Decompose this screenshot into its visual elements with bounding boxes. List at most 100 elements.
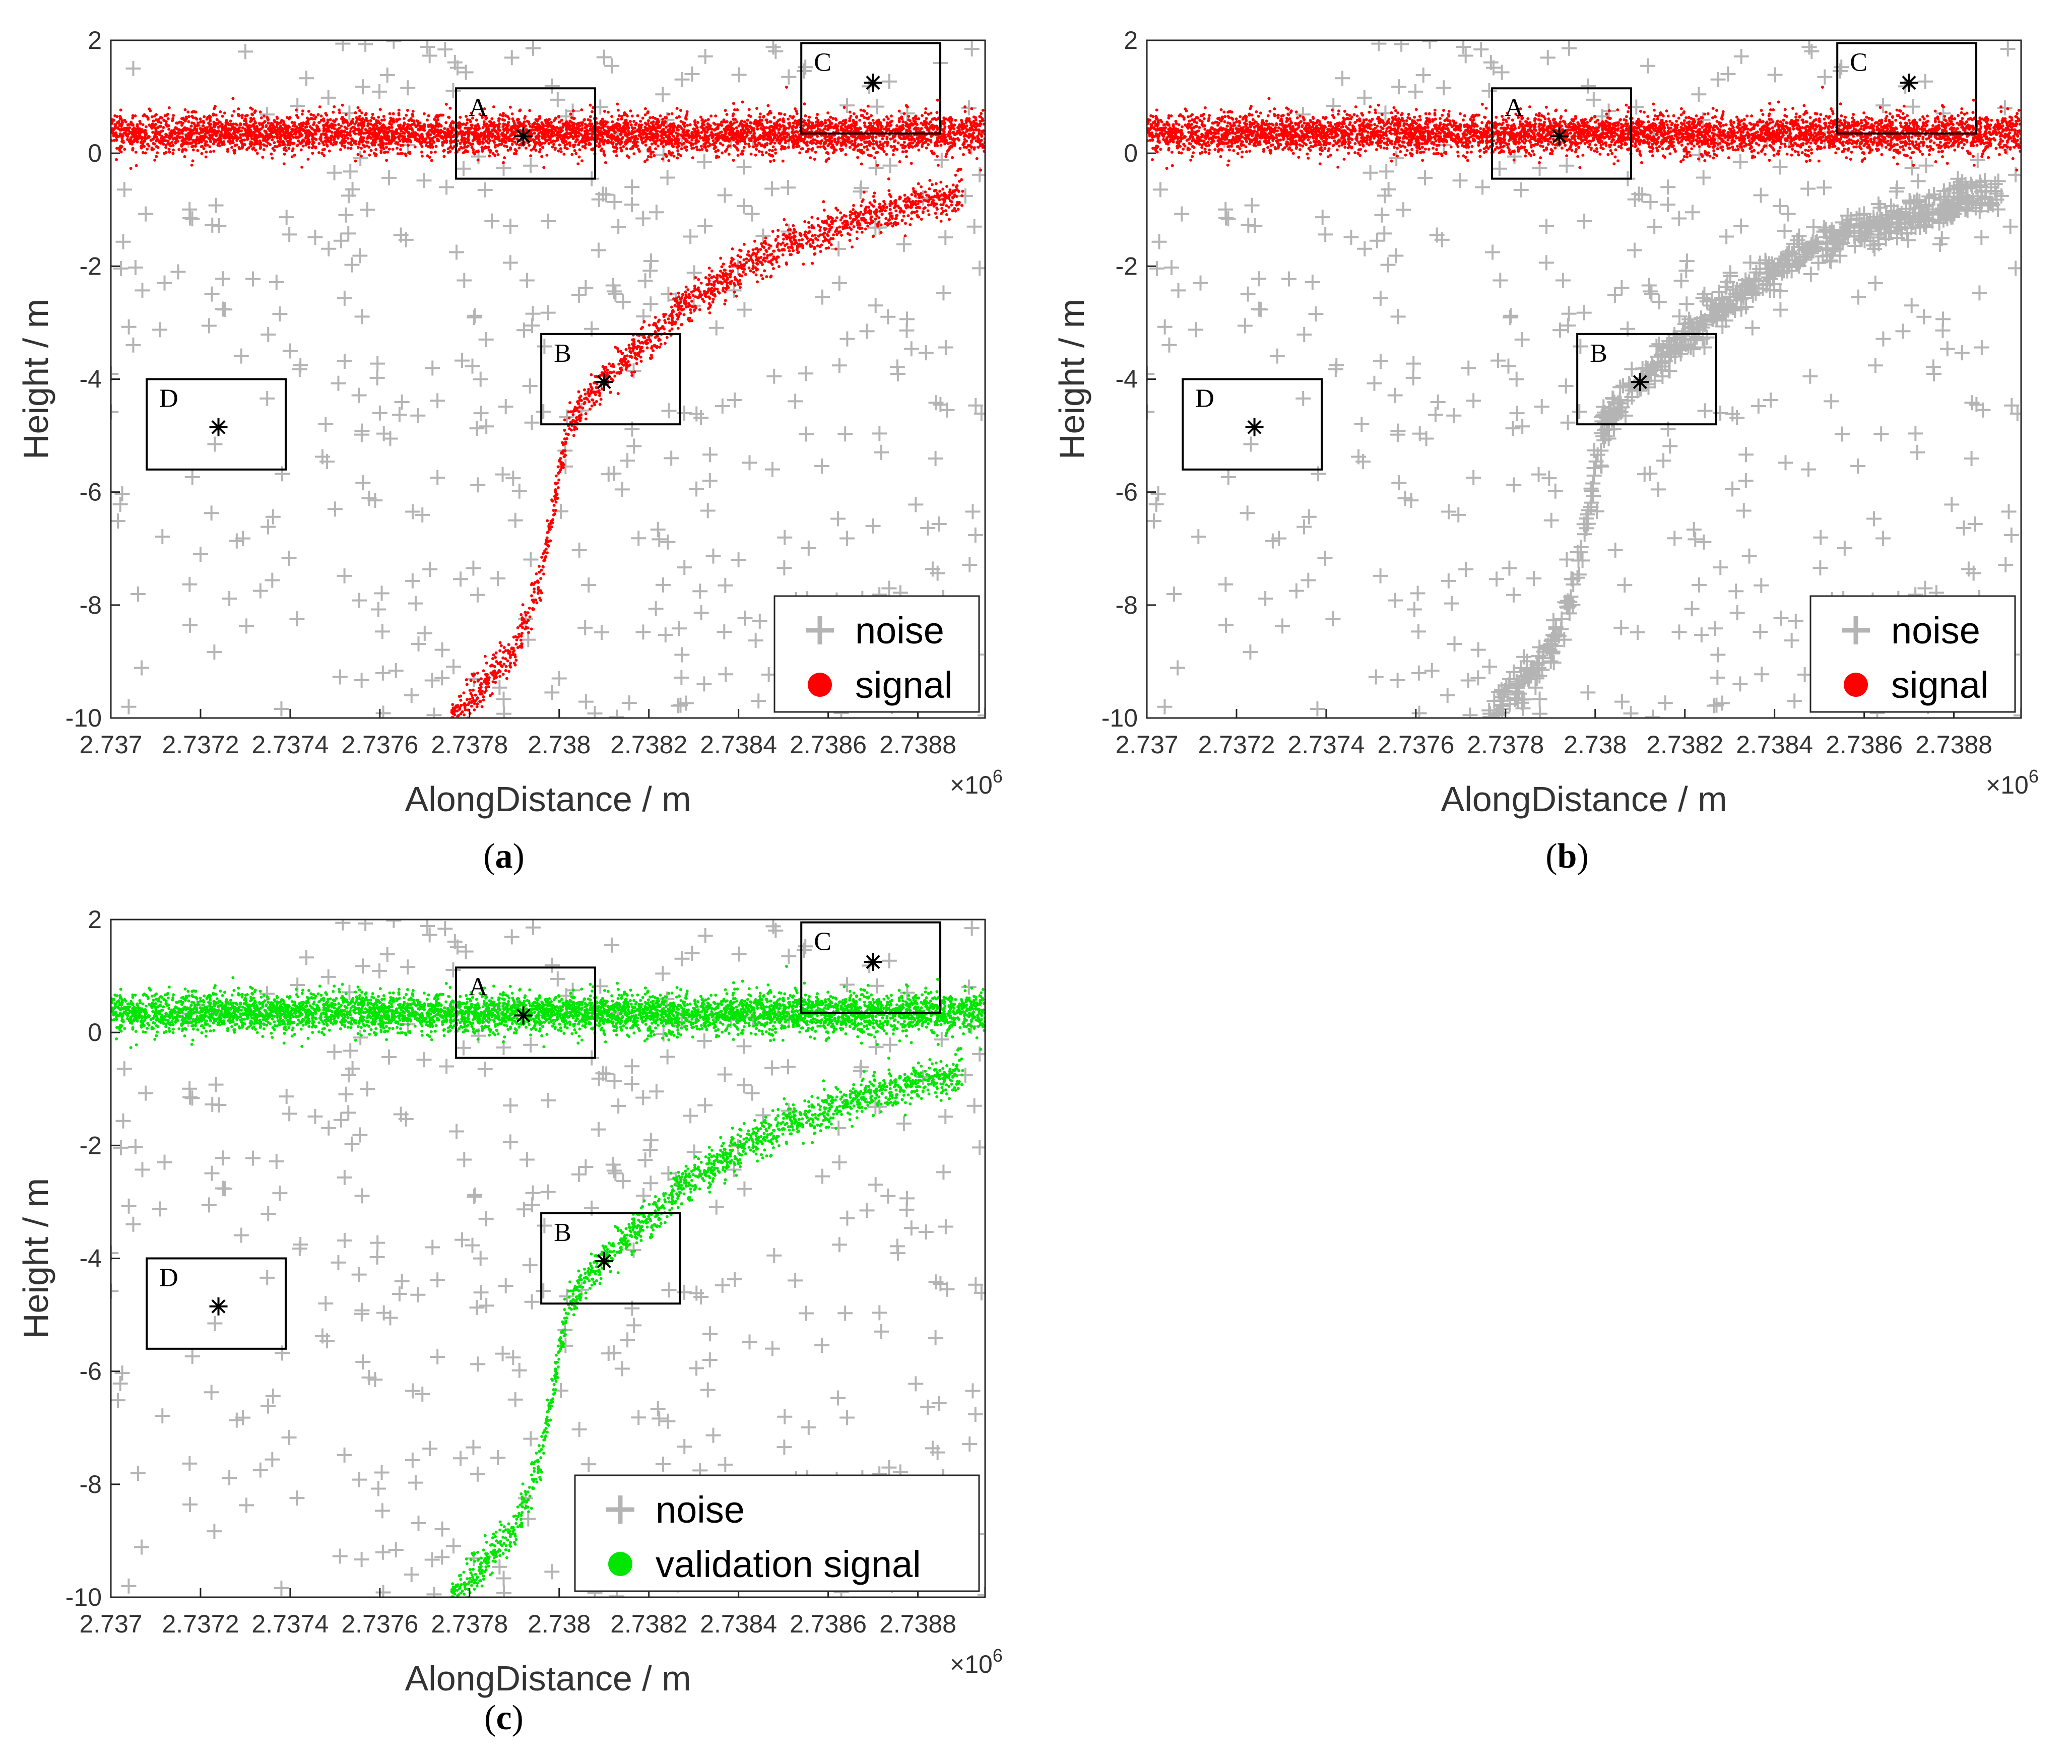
y-tick-label: -6: [80, 478, 102, 506]
x-tick-label: 2.7388: [879, 731, 956, 759]
x-tick-label: 2.7376: [1377, 731, 1454, 759]
y-tick-label: -8: [1116, 591, 1138, 619]
y-tick-label: -2: [80, 252, 102, 280]
annotation-label-a: A: [1505, 93, 1524, 122]
x-axis-label: AlongDistance / m: [1441, 779, 1727, 819]
annotation-label-c: C: [814, 48, 831, 77]
y-tick-label: 0: [1124, 139, 1138, 167]
y-tick-label: -2: [1116, 252, 1138, 280]
y-tick-label: -6: [80, 1357, 102, 1386]
x-tick-label: 2.7386: [1826, 731, 1903, 759]
y-tick-label: -10: [1102, 704, 1138, 732]
x-tick-label: 2.7374: [1287, 731, 1365, 759]
scatter-chart-b: 2 0 -2 -4 -6 -8 -102.737 2.7372 2.7374 2.7376 2.73…: [1036, 0, 2072, 877]
legend-marker-signal: [608, 1552, 632, 1576]
x-tick-label: 2.7374: [251, 1610, 329, 1638]
x-tick-label: 2.7382: [1646, 731, 1723, 759]
legend: noise signal: [1810, 596, 2015, 712]
annotation-label-a: A: [469, 93, 488, 122]
x-tick-label: 2.7372: [162, 1610, 239, 1638]
x-tick-label: 2.738: [528, 1610, 591, 1638]
legend-label: noise: [855, 610, 944, 651]
x-tick-label: 2.737: [79, 1610, 142, 1638]
y-tick-label: -4: [80, 365, 102, 394]
x-tick-label: 2.7374: [251, 731, 329, 759]
x-exponent-power: 6: [2029, 766, 2039, 787]
x-tick-label: 2.7372: [1198, 731, 1275, 759]
y-axis-label: Height / m: [16, 299, 55, 460]
legend: noise validation signal: [575, 1475, 979, 1591]
x-axis-label: AlongDistance / m: [405, 1659, 691, 1698]
x-exponent-label: ×106: [950, 1645, 1003, 1678]
annotation-label-c: C: [1850, 48, 1867, 77]
annotation-star-c: [864, 953, 882, 971]
x-tick-label: 2.7376: [341, 731, 418, 759]
y-tick-label: -8: [80, 1470, 102, 1498]
x-tick-label: 2.7386: [790, 1610, 867, 1638]
x-tick-label: 2.737: [1115, 731, 1178, 759]
y-tick-label: -8: [80, 591, 102, 619]
y-tick-label: -6: [1116, 478, 1138, 506]
x-tick-label: 2.7388: [1915, 731, 1992, 759]
legend-label: signal: [1891, 664, 1988, 706]
chart-panel-b: 2 0 -2 -4 -6 -8 -10 2.737 2.7372 2.7374 2.7376 2.73…: [1036, 0, 2072, 877]
x-tick-label: 2.738: [528, 731, 591, 759]
annotation-label-b: B: [1590, 339, 1607, 368]
x-tick-label: 2.738: [1564, 731, 1627, 759]
annotation-label-d: D: [159, 384, 178, 413]
x-tick-label: 2.7378: [1467, 731, 1544, 759]
legend-label: signal: [855, 664, 952, 706]
y-tick-label: -2: [80, 1131, 102, 1159]
annotation-star-c: [864, 74, 882, 92]
x-tick-label: 2.7378: [431, 1610, 508, 1638]
scatter-chart-c: 2 0 -2 -4 -6 -8 -102.737 2.7372 2.7374 2.7376 2.73…: [0, 879, 1036, 1756]
y-tick-label: 0: [88, 1018, 102, 1047]
chart-panel-a: 2 0 -2 -4 -6 -8 -10 2.737 2.7372 2.7374 2.7376 2.73…: [0, 0, 1036, 877]
scatter-chart-a: 2 0 -2 -4 -6 -8 -102.737 2.7372 2.7374 2.7376 2.73…: [0, 0, 1036, 877]
annotation-star-b: [595, 373, 613, 391]
y-tick-label: 2: [1124, 26, 1138, 54]
legend-marker-signal: [1844, 673, 1868, 697]
y-tick-label: 2: [88, 905, 102, 934]
x-tick-label: 2.7382: [610, 1610, 687, 1638]
x-axis-label: AlongDistance / m: [405, 779, 691, 819]
y-tick-label: -4: [80, 1245, 102, 1273]
x-exponent-label: ×106: [950, 766, 1003, 799]
annotation-label-a: A: [469, 972, 488, 1001]
x-tick-label: 2.7382: [610, 731, 687, 759]
y-tick-label: -10: [66, 1583, 102, 1611]
x-tick-label: 2.737: [79, 731, 142, 759]
annotation-label-d: D: [1195, 384, 1214, 413]
x-tick-label: 2.7384: [700, 731, 777, 759]
y-tick-label: 0: [88, 139, 102, 167]
annotation-label-d: D: [159, 1264, 178, 1292]
caption-a: (a): [454, 836, 554, 877]
legend-label: noise: [656, 1489, 745, 1531]
x-tick-label: 2.7384: [700, 1610, 777, 1638]
y-tick-label: -10: [66, 704, 102, 732]
x-tick-label: 2.7372: [162, 731, 239, 759]
legend-marker-signal: [808, 673, 832, 697]
y-axis-label: Height / m: [16, 1178, 55, 1339]
chart-panel-c: 2 0 -2 -4 -6 -8 -10 2.737 2.7372 2.7374 2.7376 2.73…: [0, 879, 1036, 1756]
legend: noise signal: [774, 596, 979, 712]
annotation-label-b: B: [554, 1218, 571, 1247]
x-tick-label: 2.7384: [1736, 731, 1813, 759]
annotation-label-b: B: [554, 339, 571, 368]
caption-b: (b): [1517, 836, 1617, 877]
x-exponent-power: 6: [993, 766, 1003, 787]
x-tick-label: 2.7386: [790, 731, 867, 759]
y-tick-label: 2: [88, 26, 102, 54]
x-tick-label: 2.7388: [879, 1610, 956, 1638]
annotation-label-c: C: [814, 928, 831, 956]
annotation-star-a: [514, 127, 533, 146]
x-exponent-power: 6: [993, 1645, 1003, 1666]
legend-label: noise: [1891, 610, 1980, 651]
x-tick-label: 2.7378: [431, 731, 508, 759]
caption-c: (c): [454, 1698, 554, 1738]
legend-label: validation signal: [656, 1543, 921, 1585]
y-axis-label: Height / m: [1052, 299, 1091, 460]
y-tick-label: -4: [1116, 365, 1138, 394]
x-exponent-label: ×106: [1986, 766, 2039, 799]
x-tick-label: 2.7376: [341, 1610, 418, 1638]
